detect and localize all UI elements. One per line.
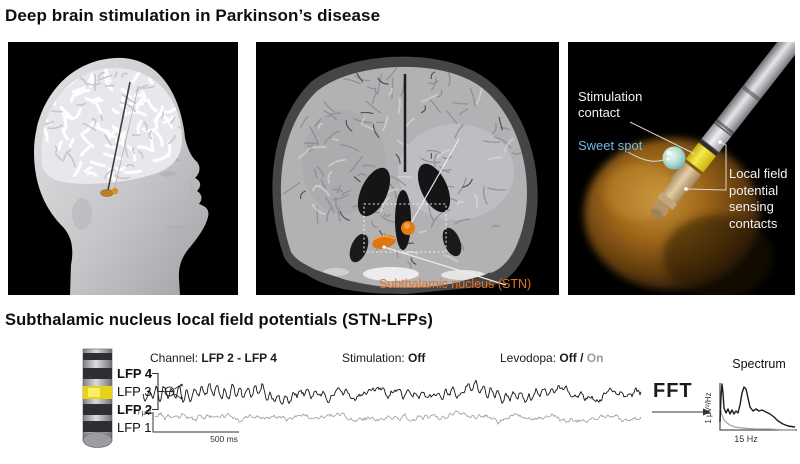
- channel-label: Channel:: [150, 351, 199, 365]
- nose-shading: [188, 181, 194, 196]
- voltage-scale-label: 20 μV: [138, 408, 151, 417]
- texture-strokes: [297, 87, 514, 263]
- spectrum-title: Spectrum: [732, 357, 786, 371]
- spectrum-ylabel: 1 μV²/Hz: [704, 392, 713, 423]
- sensing-contacts-label: Local field potential sensing contacts: [729, 166, 788, 231]
- mouth-line: [165, 224, 187, 229]
- dbs-lead-line: [107, 81, 131, 191]
- lfp4-label: LFP 4: [117, 366, 153, 381]
- spectrum-xlabel: 15 Hz: [734, 434, 758, 444]
- sweet-spot-label: Sweet spot: [578, 138, 643, 153]
- stimulation-contact-label: Stimulation contact: [578, 89, 643, 120]
- fft-arrow-icon: [652, 408, 711, 416]
- levodopa-label: Levodopa:: [500, 351, 557, 365]
- spectrum-curve-levodopa-on: [719, 407, 795, 431]
- temporal-horn-left: [349, 233, 369, 263]
- spectrum-axes: [719, 383, 797, 431]
- contact-band-lfp4: [83, 368, 112, 379]
- head-3d-illustration: [34, 57, 209, 295]
- dbs-lead-model: [650, 42, 795, 220]
- figure-title: Deep brain stimulation in Parkinson’s di…: [5, 6, 381, 25]
- scale-bars: [152, 412, 239, 433]
- time-scale-label: 500 ms: [210, 434, 238, 444]
- section-title: Subthalamic nucleus local field potentia…: [5, 311, 433, 329]
- stn-pointer-line: [383, 246, 507, 286]
- bottom-bright-blob-2: [441, 270, 485, 280]
- levodopa-on-value: On: [586, 351, 604, 365]
- stn-target-left: [100, 189, 114, 197]
- stn-amber-shadow: [663, 215, 773, 295]
- levodopa-slash: /: [580, 351, 584, 365]
- eye-shading: [160, 171, 176, 177]
- spectrum-curve-levodopa-off: [719, 383, 796, 428]
- marker-band: [83, 353, 112, 360]
- channel-value: LFP 2 - LFP 4: [201, 351, 277, 365]
- panel-lead-closeup: Stimulation contact Sweet spot Local fie…: [568, 42, 795, 295]
- sensing-dot-upper: [718, 140, 722, 144]
- lfp2-label: LFP 2: [117, 402, 153, 417]
- spectrum-plot: Spectrum 1 μV²/Hz 15 Hz: [704, 357, 797, 444]
- stn-target-right: [111, 187, 119, 195]
- panel-head-render: [8, 42, 238, 295]
- sweet-spot-pointer-line: [627, 151, 668, 162]
- sensing-dot-lower: [684, 187, 688, 191]
- contact-band-lfp2: [83, 404, 112, 415]
- lead-closeup-illustration: [584, 42, 795, 295]
- bottom-bright-blob-1: [363, 267, 419, 281]
- fft-label: FFT: [653, 380, 693, 402]
- contact-band-lfp3-core: [88, 388, 100, 397]
- lfp-traces-plot: 20 μV 500 ms: [138, 379, 642, 444]
- trace-levodopa-on: [154, 410, 642, 425]
- stn-label: Subthalamic nucleus (STN): [379, 277, 532, 291]
- stimulation-value: Off: [408, 351, 426, 365]
- sensing-bracket-line: [686, 141, 727, 191]
- texture-strokes: [41, 71, 183, 180]
- stn-blob-left: [372, 235, 396, 249]
- dbs-lead-line-2: [113, 87, 139, 192]
- trace-levodopa-off: [142, 379, 642, 405]
- stn-pointer-dot: [382, 245, 386, 249]
- bottom-bright-blob-3: [323, 268, 349, 276]
- stn-blob-right-core: [404, 223, 410, 229]
- stimulation-pointer-line: [629, 121, 696, 155]
- lfp-electrode-diagram: [82, 348, 183, 448]
- panel-mri-slice: Subthalamic nucleus (STN): [256, 42, 559, 295]
- third-ventricle: [395, 190, 411, 250]
- sweet-spot-dot: [666, 157, 670, 161]
- amplifier-out-lower: [174, 393, 181, 398]
- mri-coronal-illustration: [272, 56, 538, 295]
- temporal-horn-right: [442, 227, 462, 257]
- stn-blob-left-rim: [372, 235, 396, 241]
- contact-band-lfp1: [83, 421, 112, 432]
- levodopa-off-value: Off: [559, 351, 577, 365]
- ventricle-right: [417, 163, 451, 213]
- stimulation-header: Stimulation: Off: [342, 351, 425, 365]
- channel-header: Channel: LFP 2 - LFP 4: [150, 351, 277, 365]
- trajectory-line: [405, 138, 460, 233]
- electrode-tip: [82, 432, 113, 448]
- amplifier-out-upper-dot: [180, 383, 183, 387]
- stimulation-label: Stimulation:: [342, 351, 405, 365]
- ear-shading: [72, 198, 92, 230]
- lfp1-label: LFP 1: [117, 420, 152, 435]
- sulci-texture: [282, 67, 522, 270]
- sweet-spot-specular: [666, 150, 672, 156]
- stn-dotted-box: [363, 203, 447, 253]
- levodopa-header: Levodopa: Off / On: [500, 351, 603, 365]
- white-matter-haze: [398, 124, 514, 220]
